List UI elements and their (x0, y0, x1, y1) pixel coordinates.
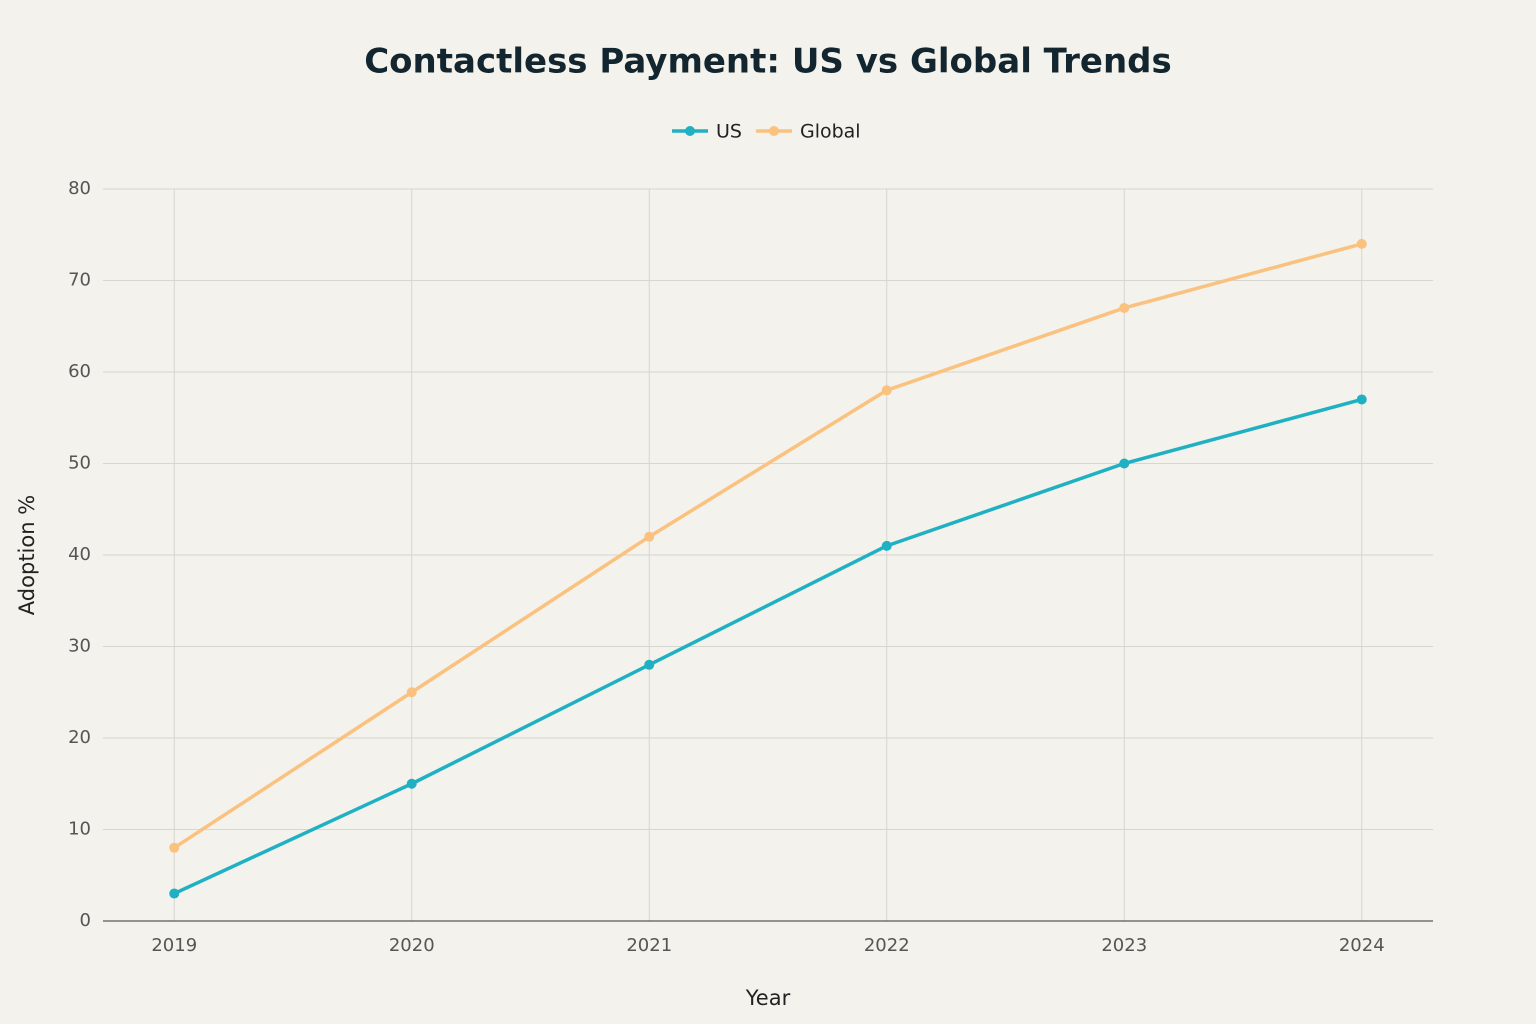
y-tick-label: 0 (80, 910, 91, 931)
y-tick-label: 60 (68, 361, 91, 382)
x-tick-label: 2023 (1101, 935, 1147, 956)
data-point (881, 385, 892, 396)
y-tick-label: 40 (68, 544, 91, 565)
y-tick-label: 70 (68, 270, 91, 291)
y-axis-label: Adoption % (15, 495, 39, 615)
x-tick-label: 2022 (864, 935, 910, 956)
legend-label: US (716, 121, 742, 143)
x-tick-label: 2024 (1339, 935, 1385, 956)
data-point (406, 687, 417, 698)
legend-marker (685, 126, 695, 136)
data-point (881, 540, 892, 551)
legend-label: Global (800, 121, 861, 143)
y-tick-label: 20 (68, 727, 91, 748)
y-tick-label: 80 (68, 178, 91, 199)
data-point (169, 888, 180, 899)
series-line (173, 242, 1363, 850)
data-point (1356, 238, 1367, 249)
data-point (644, 659, 655, 670)
x-tick-label: 2019 (151, 935, 197, 956)
y-tick-label: 10 (68, 819, 91, 840)
x-tick-label: 2020 (389, 935, 435, 956)
data-point (406, 778, 417, 789)
series-line (173, 397, 1363, 896)
y-tick-label: 50 (68, 453, 91, 474)
x-tick-label: 2021 (626, 935, 672, 956)
x-axis-label: Year (745, 986, 791, 1010)
data-point (169, 842, 180, 853)
data-point (1356, 394, 1367, 405)
y-tick-label: 30 (68, 636, 91, 657)
data-point (1119, 458, 1130, 469)
data-point (1119, 302, 1130, 313)
chart-title: Contactless Payment: US vs Global Trends (364, 42, 1172, 82)
legend-marker (768, 126, 779, 136)
data-point (644, 531, 655, 542)
